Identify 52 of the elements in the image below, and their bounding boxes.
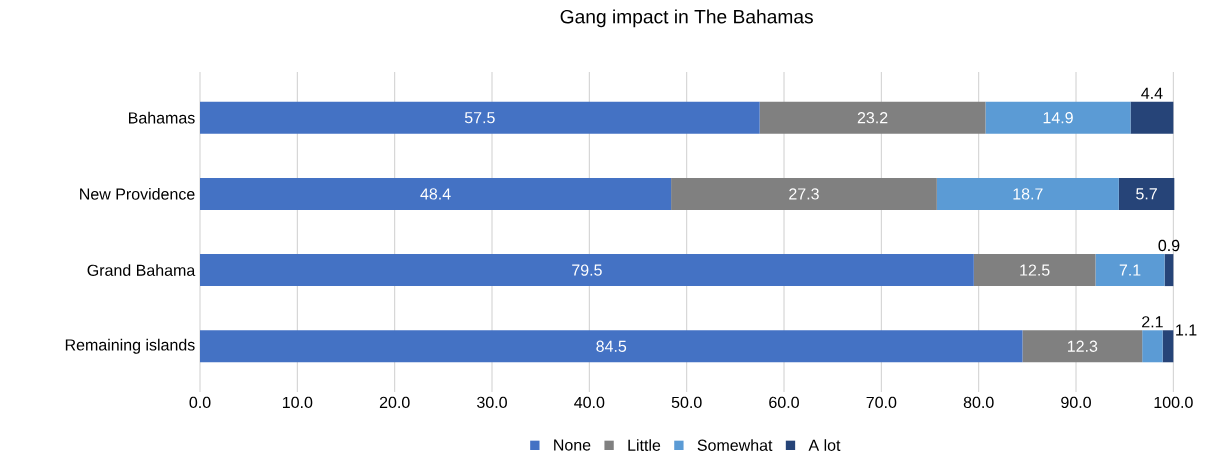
bar bbox=[200, 177, 672, 210]
x-tick-label: 10.0 bbox=[282, 396, 313, 408]
bar bbox=[985, 101, 1131, 134]
x-tick-label: 20.0 bbox=[379, 396, 410, 408]
data-label: 14.9 bbox=[1043, 111, 1073, 124]
bar bbox=[936, 177, 1119, 210]
data-label: 79.5 bbox=[572, 264, 602, 276]
y-tick-label: Remaining islands bbox=[65, 338, 195, 354]
data-label: 23.2 bbox=[857, 111, 888, 124]
bar bbox=[200, 101, 760, 134]
x-tick-label: 70.0 bbox=[866, 396, 897, 408]
data-label: 27.3 bbox=[789, 188, 819, 200]
data-label: 12.5 bbox=[1020, 264, 1050, 276]
bar bbox=[1095, 253, 1165, 286]
x-tick-label: 30.0 bbox=[477, 396, 507, 408]
x-tick-label: 80.0 bbox=[963, 396, 994, 408]
data-label: 48.4 bbox=[420, 188, 451, 200]
legend-label: Little bbox=[628, 439, 661, 451]
bar bbox=[1142, 330, 1163, 363]
x-tick-label: 90.0 bbox=[1061, 396, 1091, 408]
data-label: 1.1 bbox=[1176, 324, 1197, 336]
data-label: 2.1 bbox=[1142, 316, 1163, 328]
bar bbox=[1022, 330, 1143, 363]
data-label: 4.4 bbox=[1141, 87, 1163, 99]
bar bbox=[1130, 101, 1174, 134]
bar bbox=[1118, 177, 1175, 210]
chart-title: Gang impact in The Bahamas bbox=[560, 9, 813, 28]
x-tick-label: 0.0 bbox=[189, 396, 211, 408]
bar bbox=[200, 253, 974, 286]
data-label: 18.7 bbox=[1013, 188, 1043, 200]
data-label: 5.7 bbox=[1136, 188, 1157, 200]
data-label: 0.9 bbox=[1158, 239, 1180, 251]
x-tick-label: 40.0 bbox=[574, 396, 605, 408]
legend-label: None bbox=[554, 439, 591, 451]
x-tick-label: 60.0 bbox=[769, 396, 799, 408]
legend-label: Somewhat bbox=[697, 439, 773, 451]
bar bbox=[1164, 253, 1174, 286]
data-label: 12.3 bbox=[1067, 340, 1098, 352]
bar bbox=[759, 101, 986, 134]
y-tick-label: Grand Bahama bbox=[87, 264, 196, 276]
x-tick-label: 50.0 bbox=[671, 396, 702, 408]
bar bbox=[200, 330, 1023, 363]
y-tick-label: New Providence bbox=[80, 187, 195, 200]
bar bbox=[1162, 330, 1174, 363]
data-label: 84.5 bbox=[596, 340, 627, 352]
data-label: 7.1 bbox=[1119, 264, 1141, 276]
y-tick-label: Bahamas bbox=[129, 111, 195, 124]
bar bbox=[671, 177, 937, 210]
legend-label: A lot bbox=[808, 439, 841, 451]
data-label: 57.5 bbox=[464, 111, 495, 124]
x-tick-label: 100.0 bbox=[1154, 396, 1193, 408]
bar bbox=[973, 253, 1096, 286]
